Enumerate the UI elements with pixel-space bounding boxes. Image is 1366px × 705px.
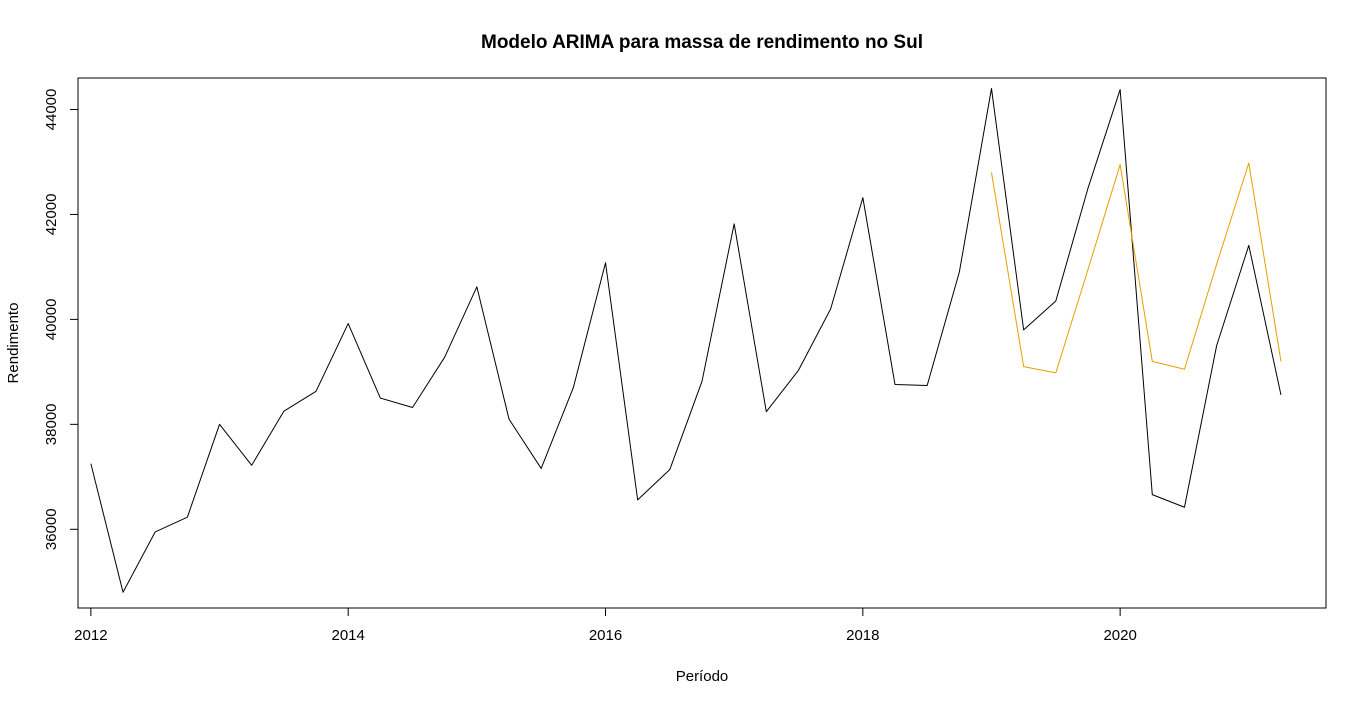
series-line-2 [990, 162, 1282, 374]
plot-frame [77, 77, 1327, 609]
y-tick-label: 36000 [43, 508, 60, 550]
x-tick-label: 2016 [589, 627, 622, 644]
y-tick-label: 38000 [43, 403, 60, 445]
x-tick-label: 2014 [331, 627, 364, 644]
series-layer [90, 88, 1282, 593]
y-axis: 36000 38000 40000 42000 44000 [43, 89, 79, 550]
series-line-1 [90, 88, 1282, 593]
x-tick-label: 2012 [74, 627, 107, 644]
x-tick-label: 2018 [846, 627, 879, 644]
y-tick-label: 44000 [43, 89, 60, 131]
x-tick-label: 2020 [1103, 627, 1136, 644]
chart-title: Modelo ARIMA para massa de rendimento no… [481, 32, 923, 53]
y-axis-label: Rendimento [5, 303, 22, 384]
y-tick-label: 40000 [43, 299, 60, 341]
x-axis-label: Período [676, 668, 729, 685]
x-axis: 2012 2014 2016 2018 2020 [74, 607, 1137, 644]
y-tick-label: 42000 [43, 194, 60, 236]
